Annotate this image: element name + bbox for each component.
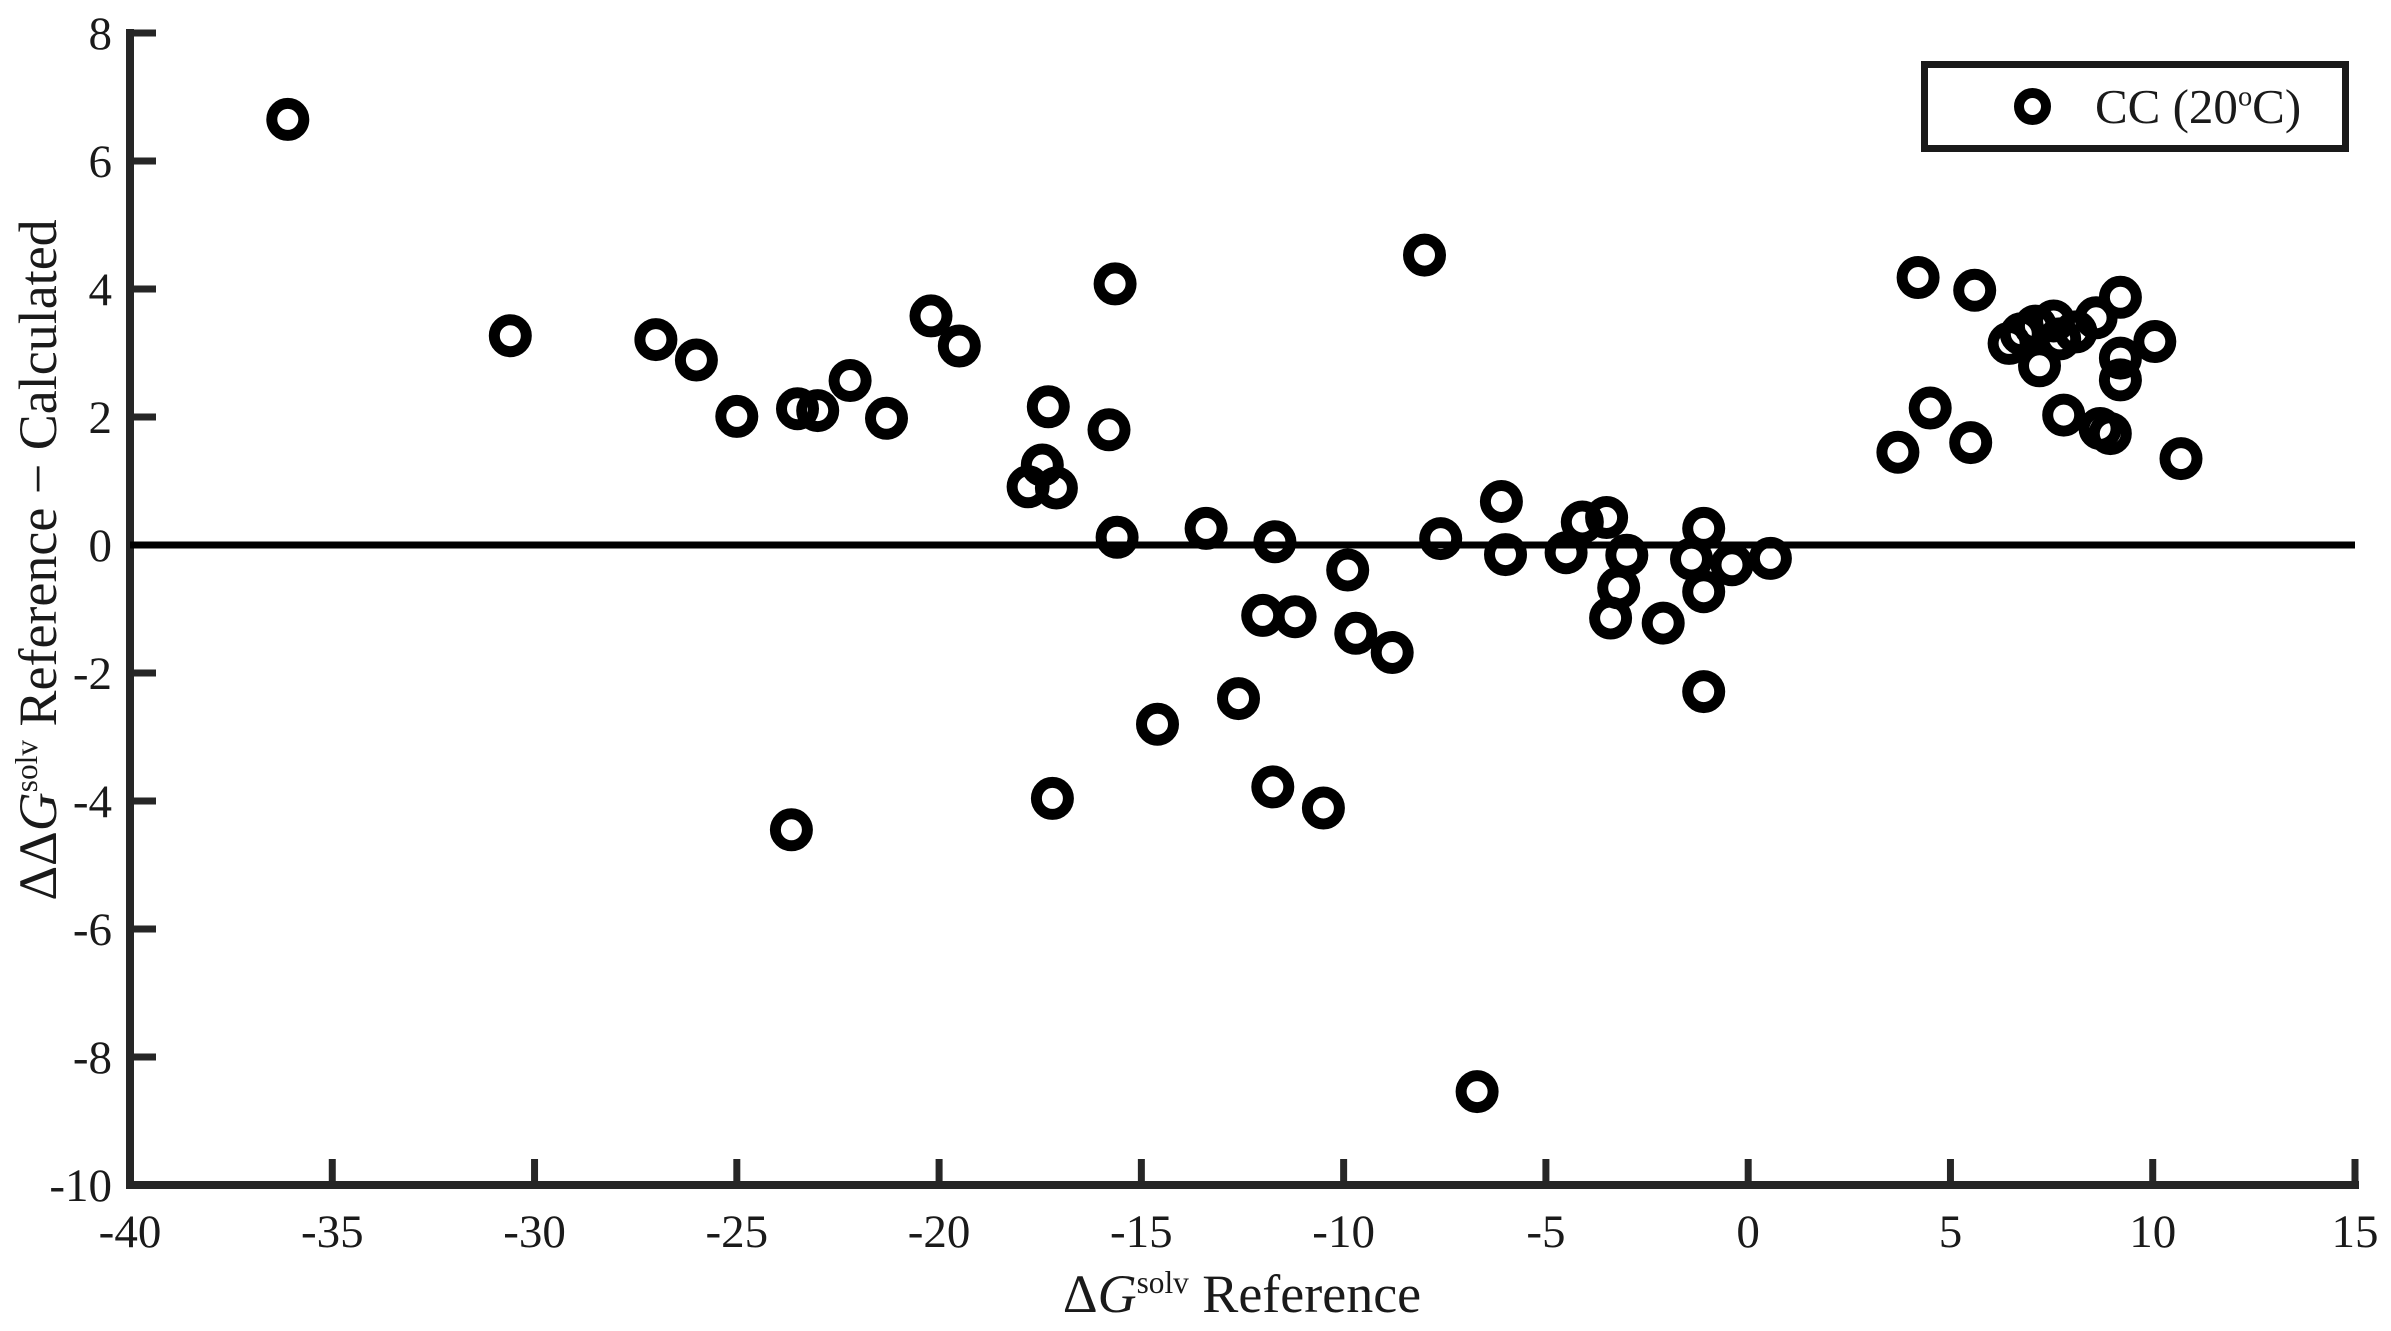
data-point	[1682, 570, 1726, 614]
data-point	[1710, 543, 1754, 587]
x-tick-label: 10	[2129, 1206, 2176, 1258]
data-point	[2098, 336, 2142, 380]
data-point	[1682, 506, 1726, 550]
x-tick-label: -30	[503, 1206, 566, 1258]
data-point	[1560, 500, 1604, 544]
data-point	[1908, 386, 1952, 430]
legend-label-sup: o	[2237, 81, 2253, 113]
y-tick-label: -8	[73, 1032, 112, 1084]
y-tick-label: 8	[89, 8, 113, 60]
data-point	[1217, 677, 1260, 721]
data-point	[488, 314, 532, 358]
data-point	[1484, 533, 1527, 577]
data-point	[796, 389, 840, 433]
x-tick-label: -5	[1526, 1206, 1565, 1258]
data-point	[1334, 611, 1378, 655]
data-point	[1370, 631, 1414, 674]
data-point	[1455, 1070, 1499, 1114]
data-point	[1953, 268, 1997, 312]
y-tick-label: -10	[49, 1160, 112, 1212]
data-point	[1034, 466, 1078, 510]
legend-label-prefix: CC (20	[2095, 79, 2238, 134]
x-tick-label: 5	[1939, 1206, 1963, 1258]
data-point	[1301, 786, 1345, 830]
data-point	[2074, 296, 2118, 340]
data-point	[2042, 393, 2086, 437]
data-point	[2098, 275, 2142, 319]
x-tick-label: -35	[301, 1206, 364, 1258]
x-axis-label-delta: Δ	[1062, 1264, 1098, 1324]
data-point	[1876, 430, 1920, 474]
y-axis-label-delta: ΔΔ	[8, 831, 68, 901]
legend-label: CC (20oC)	[2095, 82, 2301, 131]
x-tick-label: 15	[2332, 1206, 2379, 1258]
data-point	[266, 97, 310, 141]
data-point	[1748, 536, 1792, 580]
data-point	[1087, 408, 1131, 452]
legend: CC (20oC)	[1921, 61, 2349, 152]
y-axis-label-suffix: Reference − Calculated	[8, 219, 68, 741]
data-point	[1419, 517, 1463, 561]
legend-label-suffix: C)	[2252, 79, 2302, 134]
data-point	[1682, 670, 1726, 714]
data-point	[1253, 520, 1297, 564]
data-point	[1544, 531, 1588, 575]
y-tick-label: -2	[73, 648, 112, 700]
data-point	[2018, 344, 2061, 388]
data-point	[2098, 358, 2142, 402]
y-tick-label: 0	[89, 520, 113, 572]
data-point	[715, 394, 759, 438]
data-point	[1095, 515, 1139, 559]
data-point	[1641, 601, 1685, 645]
x-axis-label-var: G	[1097, 1264, 1137, 1324]
data-point	[1030, 776, 1074, 820]
data-point	[1479, 480, 1523, 523]
data-point	[769, 808, 813, 852]
data-point	[1184, 506, 1228, 550]
data-point	[1136, 702, 1179, 746]
data-point	[865, 396, 908, 440]
x-tick-label: 0	[1736, 1206, 1760, 1258]
y-tick-label: 2	[89, 392, 113, 444]
data-point	[2159, 437, 2203, 481]
data-point	[1605, 533, 1649, 577]
data-point	[909, 294, 953, 338]
data-point	[634, 318, 678, 362]
data-point	[1093, 262, 1137, 306]
y-tick-label: -6	[73, 904, 112, 956]
y-axis-label-var: G	[8, 792, 68, 832]
data-point	[776, 387, 819, 431]
y-axis-label: ΔΔGsolv Reference − Calculated	[8, 219, 68, 901]
data-point	[1403, 233, 1446, 277]
data-point	[1273, 595, 1317, 639]
y-tick-label: -4	[73, 776, 112, 828]
legend-marker-icon	[2014, 88, 2051, 125]
x-axis-label-suffix: Reference	[1188, 1264, 1422, 1324]
data-point	[937, 324, 981, 368]
x-tick-label: -40	[99, 1206, 162, 1258]
data-point	[2133, 320, 2177, 363]
data-point	[1026, 385, 1070, 429]
x-axis-label: ΔGsolv Reference	[1063, 1267, 1421, 1321]
data-point	[1896, 256, 1940, 299]
data-point	[828, 359, 872, 402]
data-point	[674, 338, 718, 382]
x-tick-label: -15	[1110, 1206, 1173, 1258]
data-point	[1949, 421, 1993, 465]
data-point	[1251, 765, 1295, 809]
data-point	[1585, 496, 1629, 539]
y-axis-label-sup: solv	[9, 740, 44, 793]
x-axis-label-sup: solv	[1136, 1265, 1189, 1300]
y-tick-label: 6	[89, 136, 113, 188]
x-tick-label: -25	[705, 1206, 768, 1258]
x-tick-label: -20	[908, 1206, 971, 1258]
data-point	[2088, 412, 2132, 456]
x-tick-label: -10	[1312, 1206, 1375, 1258]
y-tick-label: 4	[89, 264, 113, 316]
data-point	[1326, 548, 1370, 592]
data-point	[1589, 596, 1633, 640]
